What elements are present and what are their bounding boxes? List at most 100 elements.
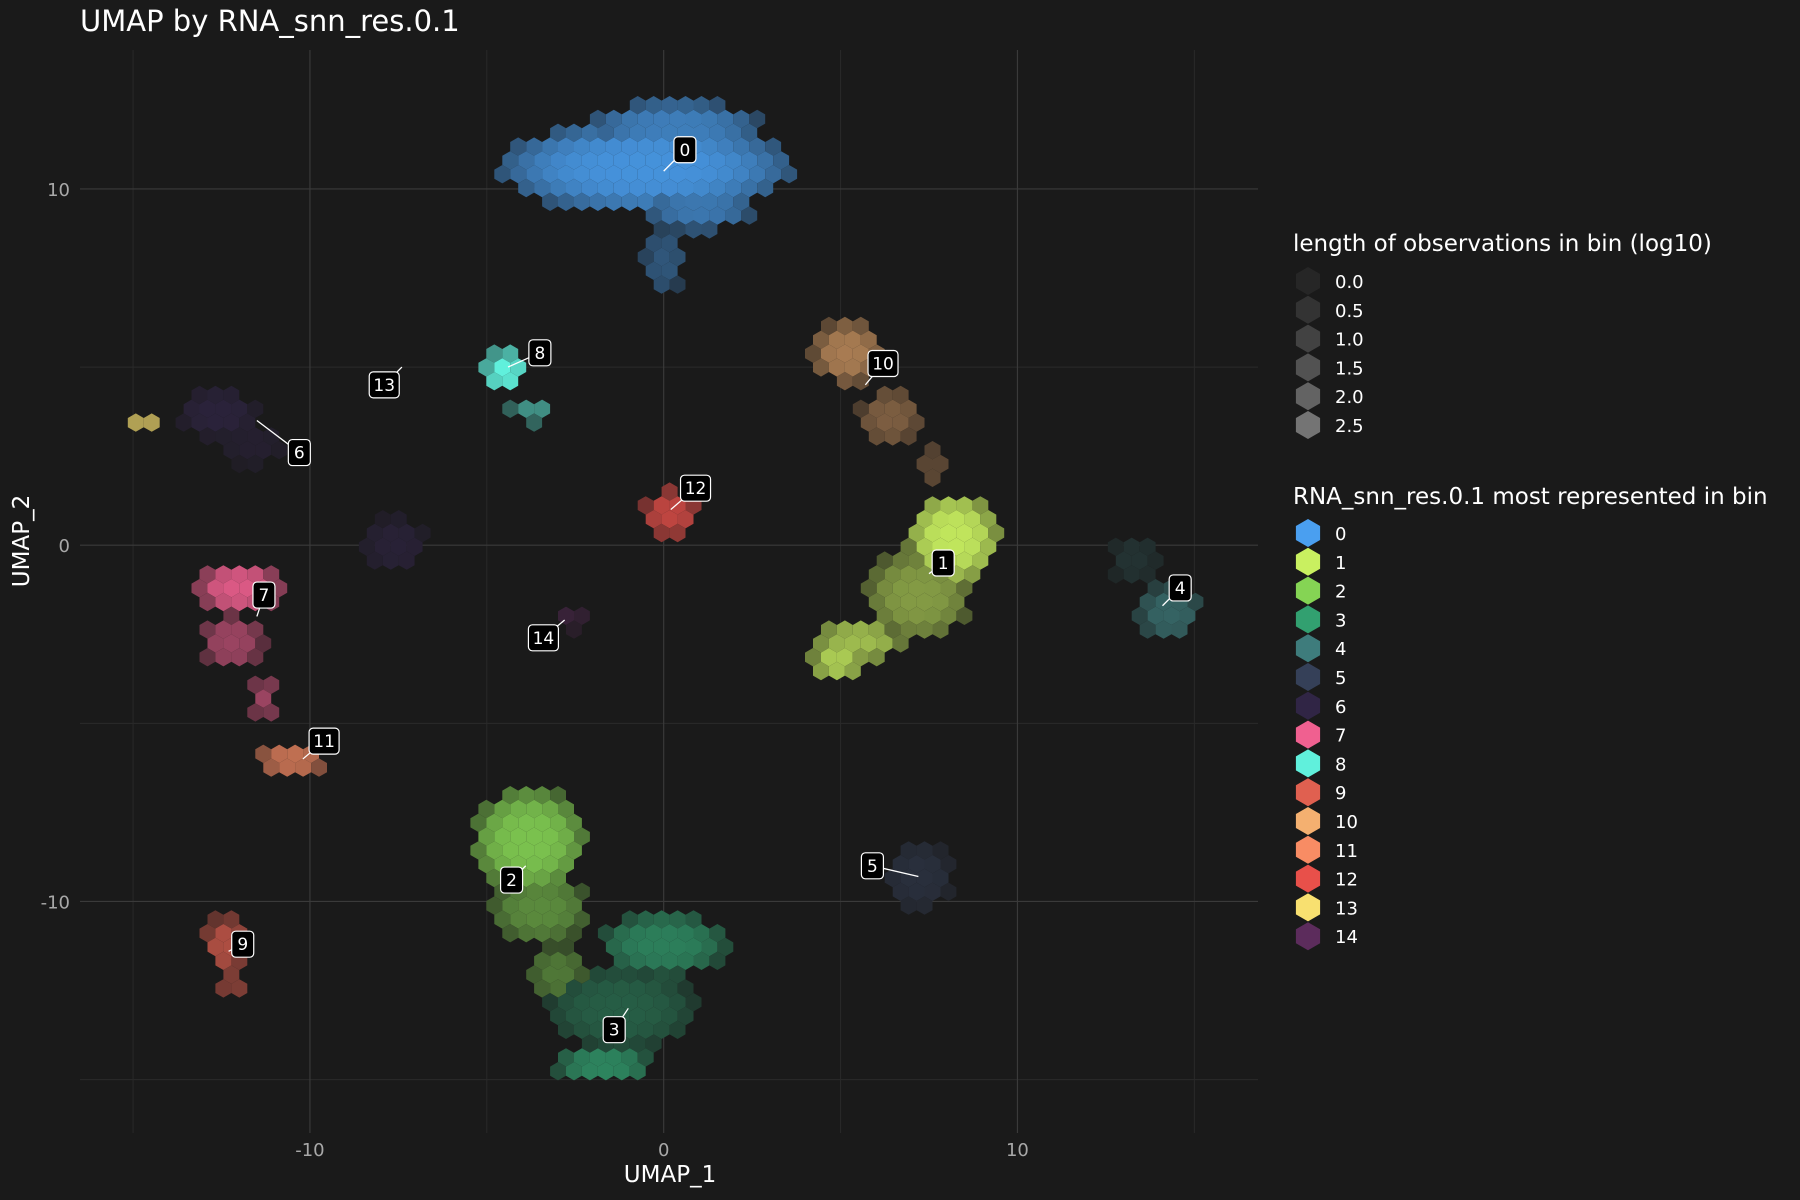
- hex-bin: [613, 979, 630, 998]
- cluster-legend-label: 2: [1335, 582, 1346, 603]
- cluster-legend-label: 9: [1335, 783, 1346, 804]
- hex-bin: [852, 648, 869, 667]
- hex-bin: [932, 592, 949, 612]
- hex-bin: [685, 937, 702, 957]
- hex-bin: [637, 910, 654, 929]
- hex-bin: [574, 1048, 590, 1067]
- hex-bin: [924, 496, 941, 515]
- hex-bin: [709, 123, 726, 142]
- hex-bin: [215, 924, 232, 943]
- hex-bin: [558, 827, 574, 846]
- hex-bin: [398, 523, 415, 543]
- hex-bin: [295, 758, 312, 777]
- hex-bin: [191, 385, 208, 405]
- hex-bin: [271, 744, 288, 763]
- hex-bin: [701, 109, 718, 129]
- hex-bin: [613, 1062, 630, 1081]
- hex-bin: [589, 993, 606, 1012]
- hex-bin: [550, 123, 566, 142]
- hex-bin: [964, 565, 981, 584]
- hex-bin: [526, 165, 543, 184]
- hex-bin: [1115, 551, 1132, 570]
- hex-bin: [629, 96, 646, 115]
- hex-bin: [566, 151, 582, 170]
- cluster-label-text: 0: [680, 141, 691, 161]
- hex-bin: [749, 137, 766, 156]
- cluster-legend-label: 6: [1335, 697, 1346, 718]
- hex-bin: [143, 413, 160, 432]
- hex-bin: [542, 137, 558, 156]
- cluster-label-box: [368, 371, 400, 399]
- cluster-label-box: [602, 1016, 626, 1044]
- hex-bin: [884, 399, 901, 418]
- hex-bin: [637, 937, 654, 957]
- cluster-label-text: 3: [609, 1021, 620, 1041]
- hex-bin: [916, 868, 933, 888]
- hex-bin: [550, 841, 566, 860]
- hex-bin: [1139, 537, 1156, 556]
- hex-bin: [956, 551, 973, 570]
- cluster-label-text: 8: [534, 344, 545, 364]
- hex-bin: [868, 592, 885, 612]
- hex-bin: [645, 206, 662, 225]
- hex-bin: [223, 965, 240, 984]
- hex-bin: [661, 234, 678, 253]
- hex-bin: [813, 634, 829, 653]
- hex-bin: [605, 1048, 622, 1067]
- hex-bin: [1131, 551, 1148, 570]
- hex-bin: [215, 648, 232, 667]
- hex-bin: [844, 634, 861, 653]
- hex-bin: [637, 109, 654, 129]
- hex-bin: [621, 1020, 638, 1039]
- hex-bin: [574, 1020, 590, 1039]
- hex-bin: [207, 937, 224, 957]
- hex-bin: [1131, 606, 1148, 625]
- cluster-label-text: 14: [533, 629, 555, 649]
- cluster-label-text: 6: [294, 444, 305, 464]
- hex-bin: [247, 399, 264, 418]
- hex-bin: [637, 1020, 654, 1039]
- size-legend-key: [1295, 411, 1321, 439]
- hex-bin: [526, 855, 543, 874]
- hex-bin: [231, 979, 248, 998]
- hex-bin: [558, 965, 574, 984]
- hex-bin: [239, 413, 256, 432]
- hex-bin: [924, 523, 941, 543]
- hex-bin: [629, 951, 646, 970]
- hex-bin: [382, 551, 399, 570]
- hex-bin: [717, 137, 734, 156]
- hex-bin: [685, 220, 702, 239]
- hex-bin: [773, 151, 790, 170]
- size-legend-label: 1.5: [1335, 358, 1364, 379]
- hex-bin: [247, 454, 264, 474]
- hex-bin: [677, 96, 694, 115]
- hex-bin: [199, 565, 216, 584]
- hex-bin: [223, 413, 240, 432]
- hexbin-layer: [127, 96, 1204, 1081]
- hex-bin: [550, 896, 566, 915]
- hex-bin: [852, 344, 869, 363]
- hex-bin: [550, 979, 566, 998]
- hex-bin: [574, 165, 590, 184]
- hex-bin: [892, 551, 909, 570]
- hex-bin: [892, 634, 909, 653]
- hex-bin: [701, 937, 718, 957]
- hex-bin: [478, 358, 495, 377]
- hex-bin: [207, 413, 224, 432]
- hex-bin: [518, 399, 535, 418]
- size-legend-label: 2.5: [1335, 416, 1364, 437]
- hex-bin: [805, 648, 821, 667]
- hex-bin: [693, 924, 710, 943]
- hex-bin: [566, 123, 582, 142]
- hex-bin: [566, 979, 582, 998]
- hex-bin: [741, 151, 758, 170]
- hex-bin: [661, 178, 678, 198]
- hex-bin: [621, 910, 638, 929]
- cluster-label-box: [1168, 574, 1192, 602]
- hex-bin: [844, 330, 861, 349]
- hex-bin: [605, 165, 622, 184]
- hex-bin: [374, 537, 391, 556]
- hex-bin: [709, 178, 726, 198]
- hex-bin: [653, 910, 670, 929]
- cluster-label-box: [931, 549, 955, 577]
